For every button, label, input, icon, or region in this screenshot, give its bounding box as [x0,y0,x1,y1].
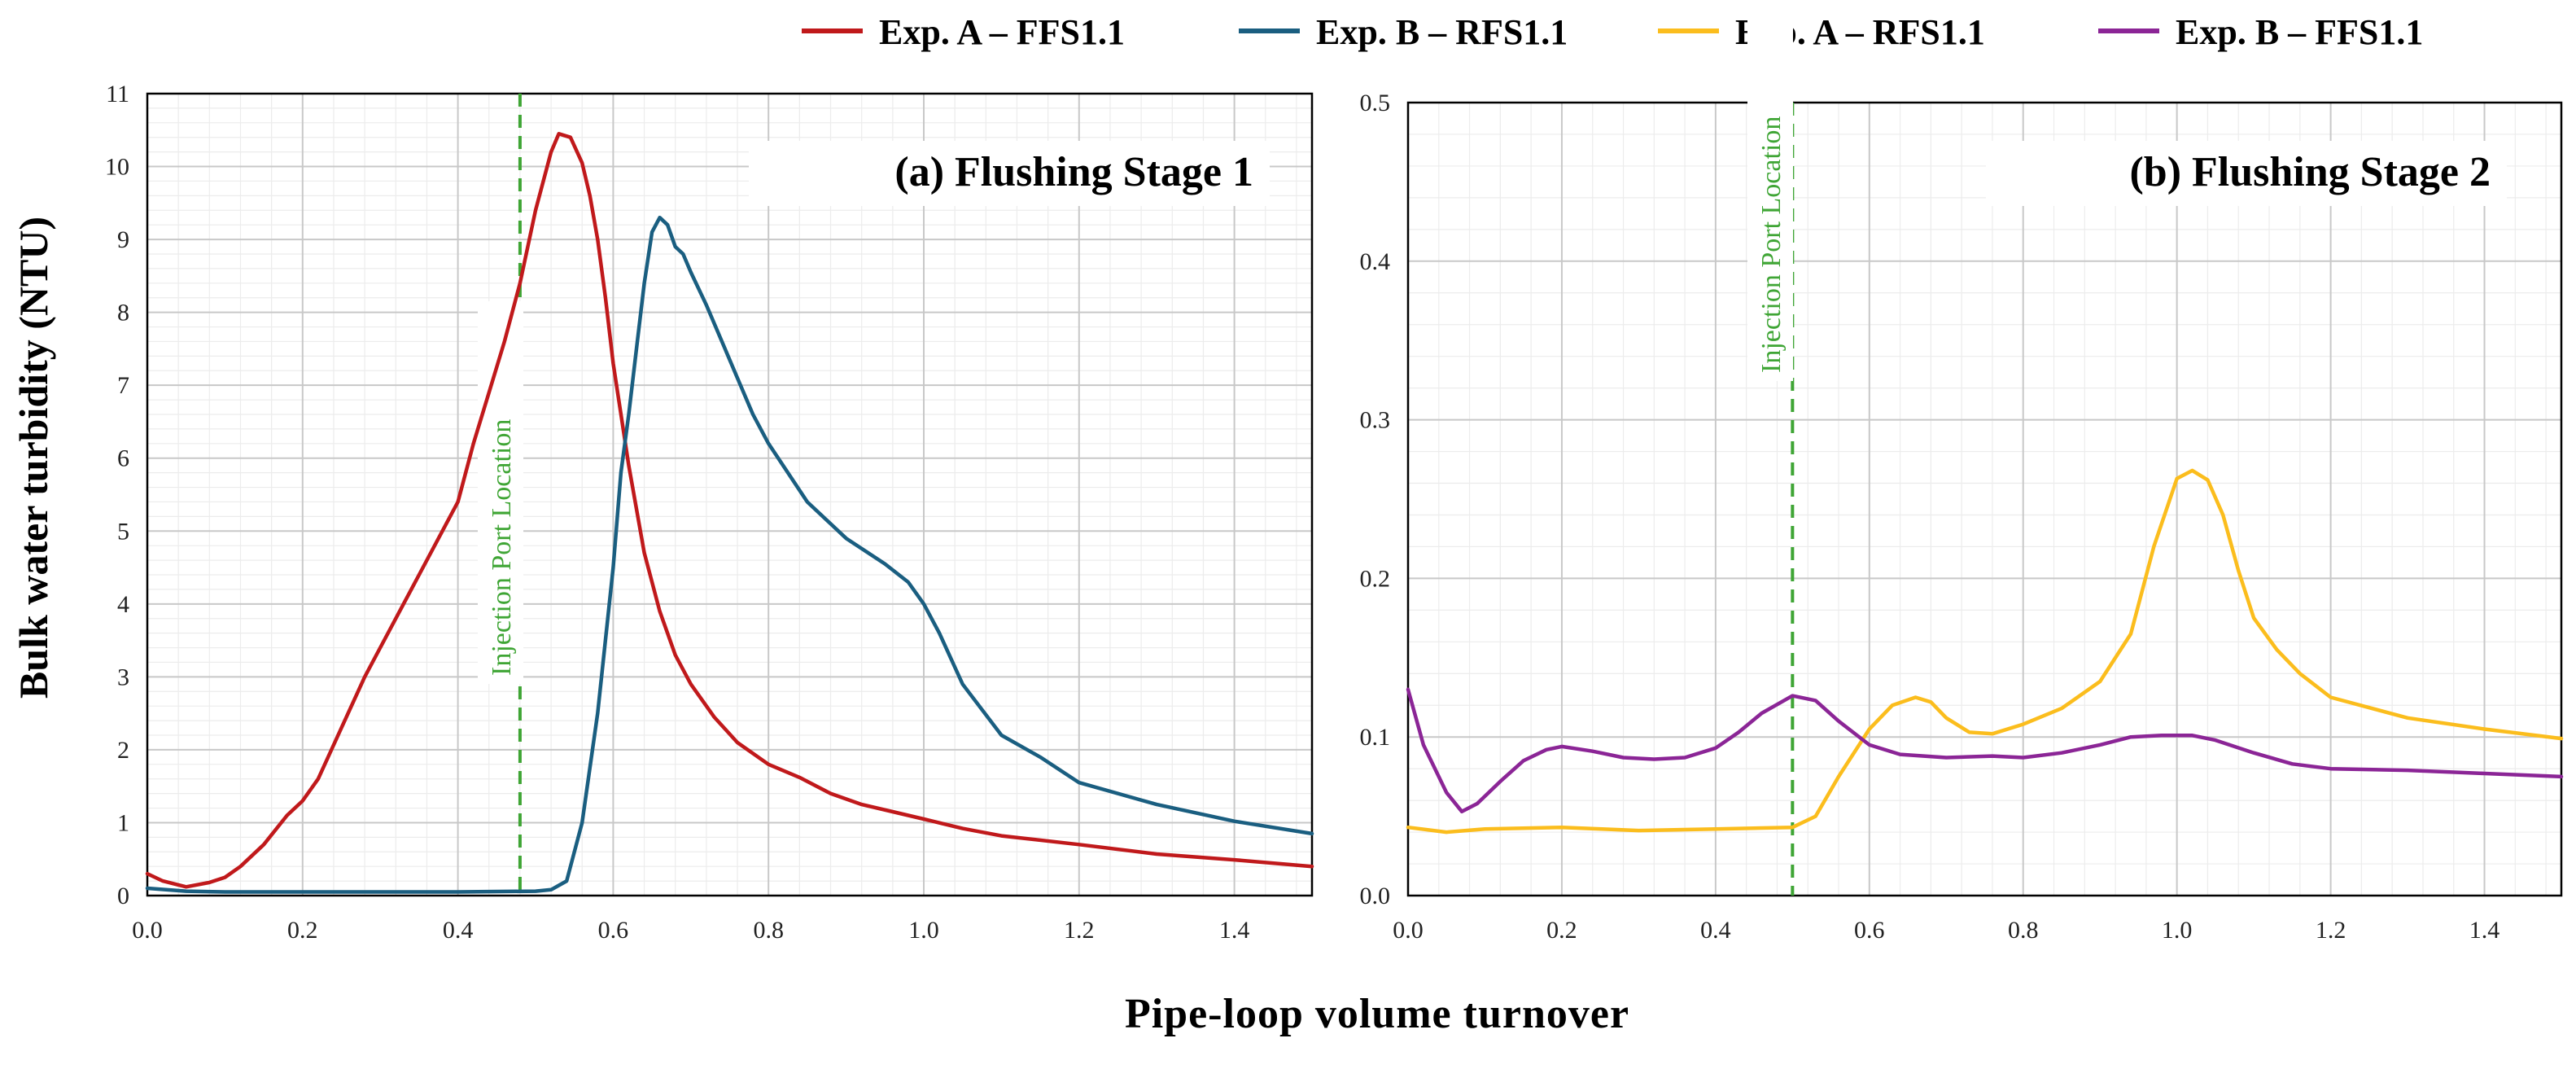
y-tick-label: 0.2 [1360,565,1391,592]
series-line [145,132,1314,889]
y-tick-label: 1 [117,809,129,836]
legend-label: Exp. B – FFS1.1 [2176,12,2423,52]
panel-b: 0.0 0.2 0.4 0.6 0.8 1.0 1.2 1.4 0.0 0.1 0.2 0.3 0.4 0… [1360,0,2564,944]
series-line [1406,468,2564,835]
plot-frame [1406,101,2563,897]
y-tick-label: 2 [117,737,129,764]
x-tick-label: 1.4 [2469,917,2500,944]
y-tick-label: 10 [105,154,129,181]
y-tick-label: 8 [117,300,129,326]
legend: Exp. A – FFS1.1 Exp. B – RFS1.1 Exp. A – R… [802,12,2423,52]
y-tick-label: 7 [117,372,129,399]
y-tick-label: 0 [117,883,129,909]
x-tick-label: 0.0 [1393,917,1424,944]
x-tick-label: 0.2 [1546,917,1577,944]
injection-port-label: Injection Port Location [487,419,517,676]
x-tick-label: 1.2 [1064,917,1095,944]
y-axis-label: Bulk water turbidity (NTU) [11,217,56,699]
panel-a: 0.0 0.2 0.4 0.6 0.8 1.0 1.2 1.4 0 1 2 3 4 5 6 7 8 9 10 11 In… [105,81,1314,944]
y-tick-label: 0.0 [1360,883,1391,909]
series-line [145,215,1314,894]
x-axis-label: Pipe-loop volume turnover [1125,991,1629,1037]
y-tick-label: 6 [117,445,129,472]
y-tick-label: 0.4 [1360,248,1391,275]
x-tick-label: 1.4 [1219,917,1250,944]
panel-title-bg [749,141,1270,206]
x-tick-label: 1.2 [2316,917,2346,944]
x-tick-label: 0.8 [2008,917,2039,944]
x-tick-label: 0.6 [598,917,629,944]
panel-title: (b) Flushing Stage 2 [2129,149,2491,195]
major-grid [147,93,1312,896]
x-tick-label: 0.6 [1854,917,1885,944]
y-tick-label: 4 [117,591,129,618]
y-tick-label: 9 [117,226,129,253]
injection-port-label: Injection Port Location [1756,116,1787,373]
x-tick-label: 1.0 [908,917,939,944]
y-tick-label: 0.3 [1360,407,1391,434]
minor-grid [1408,103,2561,896]
x-tick-label: 1.0 [2162,917,2193,944]
legend-label: Exp. A – FFS1.1 [879,12,1125,52]
plot-frame [146,92,1314,897]
x-tick-label: 0.4 [1700,917,1731,944]
x-tick-label: 0.8 [753,917,784,944]
panel-title-bg [1986,141,2507,206]
x-tick-label: 0.0 [132,917,163,944]
x-tick-label: 0.4 [443,917,474,944]
major-grid [1407,102,2561,896]
y-tick-label: 0.1 [1360,724,1391,751]
y-tick-label: 11 [106,81,129,107]
injection-port-label-bg [1747,0,1793,381]
y-tick-label: 3 [117,664,129,690]
series-line [1406,687,2564,814]
injection-port-label-bg [478,301,523,684]
minor-grid [147,94,1312,896]
x-tick-label: 0.2 [287,917,318,944]
panel-title: (a) Flushing Stage 1 [894,149,1253,195]
y-tick-label: 5 [117,518,129,545]
y-tick-label: 0.5 [1360,90,1391,116]
legend-label: Exp. B – RFS1.1 [1316,12,1568,52]
